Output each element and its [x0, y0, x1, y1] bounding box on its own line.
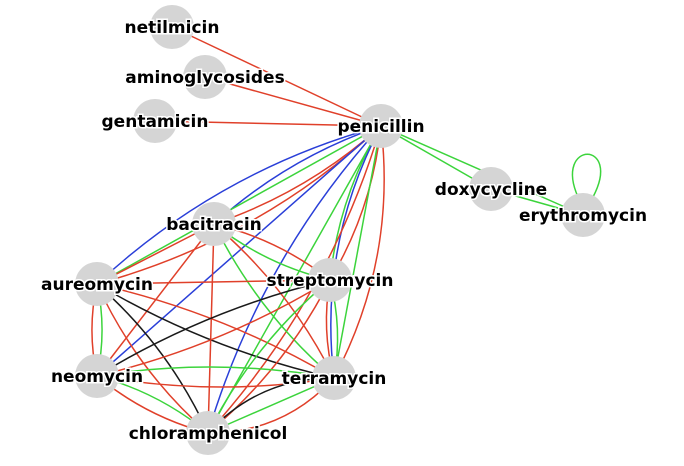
edge-netilmicin-penicillin-red — [171, 26, 382, 127]
node-gentamicin[interactable] — [133, 99, 177, 143]
edge-penicillin-terramycin-blue — [330, 125, 382, 379]
nodes-layer — [75, 5, 605, 455]
edge-streptomycin-neomycin-red — [96, 279, 331, 377]
node-bacitracin[interactable] — [192, 202, 236, 246]
node-aminoglycosides[interactable] — [183, 55, 227, 99]
labels-layer: netilmicin aminoglycosides gentamicin penic… — [40, 17, 649, 446]
edge-neomycin-terramycin-green — [96, 366, 335, 379]
node-label-aminoglycosides: aminoglycosides — [125, 68, 284, 88]
node-penicillin[interactable] — [359, 104, 403, 148]
node-chloramphenicol[interactable] — [186, 411, 230, 455]
node-doxycycline[interactable] — [469, 167, 513, 211]
node-label-bacitracin: bacitracin — [166, 215, 262, 235]
node-label-aureomycin: aureomycin — [41, 275, 153, 295]
edge-neomycin-terramycin-red — [96, 375, 335, 388]
edge-penicillin-terramycin-green — [333, 125, 382, 379]
edge-aureomycin-chloramphenicol-black — [96, 283, 209, 434]
edge-penicillin-aureomycin-blue — [96, 125, 382, 285]
node-label-streptomycin: streptomycin — [267, 271, 394, 291]
edge-penicillin-terramycin-red — [333, 125, 385, 379]
edge-aureomycin-streptomycin-red — [96, 279, 331, 285]
node-label-neomycin: neomycin — [51, 367, 143, 387]
node-label-chloramphenicol: chloramphenicol — [129, 424, 288, 444]
edge-streptomycin-chloramphenicol-red — [207, 279, 331, 434]
node-label-netilmicin: netilmicin — [125, 18, 220, 38]
node-aureomycin[interactable] — [75, 262, 119, 306]
edge-penicillin-chloramphenicol-blue — [207, 125, 382, 434]
edge-bacitracin-chloramphenicol-red — [207, 223, 215, 434]
node-erythromycin[interactable] — [561, 193, 605, 237]
edge-erythromycin-self-loop — [571, 153, 602, 198]
edge-bacitracin-terramycin-green — [213, 223, 335, 379]
node-terramycin[interactable] — [312, 356, 356, 400]
edge-gentamicin-penicillin-red — [154, 120, 382, 127]
node-neomycin[interactable] — [75, 354, 119, 398]
node-streptomycin[interactable] — [308, 258, 352, 302]
node-netilmicin[interactable] — [150, 5, 194, 49]
node-label-erythromycin: erythromycin — [519, 206, 647, 226]
edge-bacitracin-terramycin-red — [213, 223, 335, 379]
edge-aureomycin-chloramphenicol-red — [96, 283, 209, 434]
node-label-penicillin: penicillin — [337, 117, 424, 137]
edge-penicillin-neomycin-blue — [96, 125, 382, 377]
node-label-doxycycline: doxycycline — [435, 180, 547, 200]
node-label-terramycin: terramycin — [282, 369, 387, 389]
edge-aureomycin-terramycin-red — [96, 283, 335, 379]
edge-penicillin-aureomycin-green — [96, 125, 382, 285]
edge-streptomycin-chloramphenicol-green — [207, 279, 331, 434]
edge-streptomycin-neomycin-black — [96, 279, 331, 377]
node-label-gentamicin: gentamicin — [102, 112, 209, 132]
